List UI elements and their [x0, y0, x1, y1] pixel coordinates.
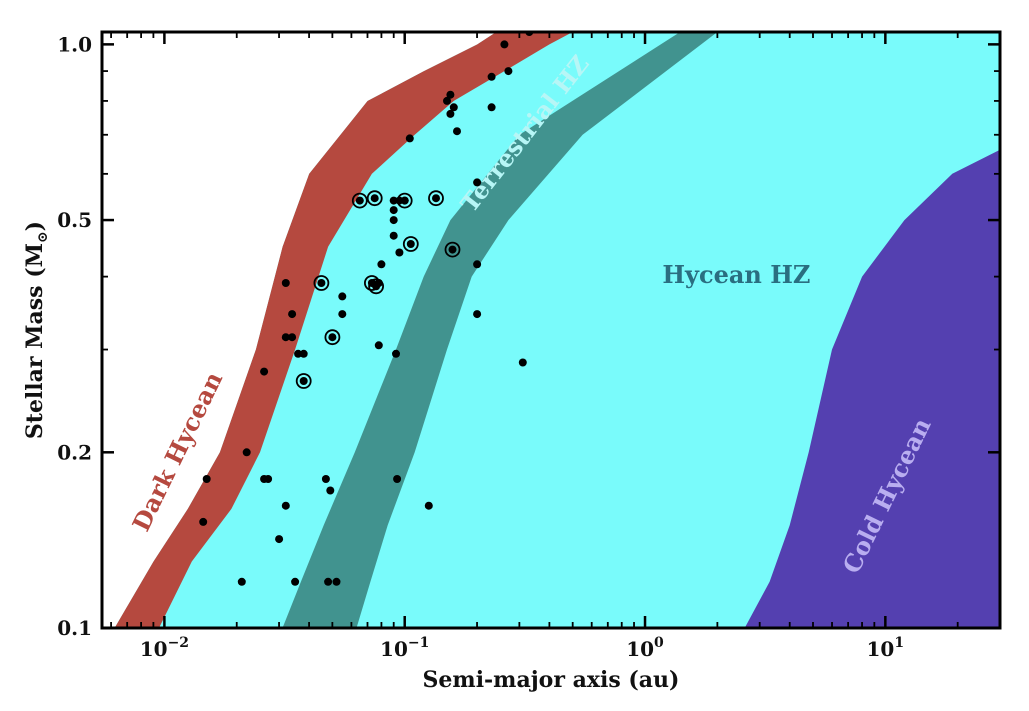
x-tick-label: 100 — [626, 635, 664, 661]
ringed-point-ring — [351, 192, 368, 209]
ringed-point-ring — [368, 278, 385, 295]
data-point — [199, 517, 208, 526]
data-point — [291, 577, 300, 586]
data-point — [326, 486, 335, 495]
data-point — [264, 475, 273, 483]
ringed-point-ring — [444, 241, 461, 258]
data-point — [395, 248, 404, 257]
data-point — [453, 127, 461, 136]
data-point — [446, 109, 455, 118]
data-point — [299, 349, 308, 358]
ringed-point-ring — [428, 190, 444, 207]
ringed-point — [432, 194, 440, 203]
data-point — [449, 103, 458, 112]
x-axis-title: Semi-major axis (au) — [423, 667, 680, 693]
y-tick-label: 1.0 — [57, 32, 92, 56]
data-point — [424, 501, 433, 510]
data-point — [392, 349, 400, 358]
tick-labels-layer: 10−2 10−1 100 101 0.1 0.2 0.5 1.0 — [57, 32, 904, 661]
data-point — [393, 475, 402, 483]
points-layer — [199, 32, 534, 586]
data-point — [374, 341, 383, 350]
data-point — [338, 292, 347, 301]
y-axis-title: Stellar Mass (M⊙) — [22, 221, 51, 439]
y-tick-label: 0.2 — [57, 440, 92, 464]
data-point — [487, 103, 496, 112]
ringed-point — [370, 194, 379, 203]
data-point — [400, 196, 409, 205]
ringed-point-ring — [402, 236, 419, 252]
ringed-point — [406, 240, 415, 248]
ringed-point-ring — [313, 275, 330, 291]
y-tick-label: 0.1 — [57, 616, 92, 640]
data-point — [504, 67, 513, 76]
data-point — [443, 96, 451, 105]
ringed-point — [328, 333, 337, 342]
data-point — [405, 134, 414, 143]
data-point — [487, 72, 496, 81]
data-point — [518, 358, 527, 367]
ringed-point-ring — [324, 329, 341, 346]
plot-frame — [100, 30, 1002, 630]
data-point — [288, 310, 297, 319]
data-point — [260, 367, 269, 376]
ringed-point — [448, 245, 457, 254]
data-point — [288, 333, 297, 342]
data-point — [473, 310, 482, 319]
ringed-point-ring — [366, 190, 383, 207]
data-point — [374, 279, 383, 287]
x-tick-label: 101 — [867, 635, 905, 661]
data-point — [389, 231, 398, 240]
data-point — [332, 577, 341, 586]
data-point — [389, 196, 398, 205]
data-point — [500, 40, 509, 49]
data-point — [294, 349, 303, 358]
ringed-point-ring — [295, 373, 312, 389]
ringed-point — [355, 196, 364, 205]
data-point — [389, 206, 398, 215]
regions-layer — [102, 32, 1000, 628]
data-point — [473, 178, 482, 187]
region-label-hycean-hz: Hycean HZ — [662, 260, 810, 289]
x-tick-label: 10−1 — [380, 635, 429, 661]
data-point — [281, 333, 290, 342]
no-hz-region — [102, 32, 497, 628]
data-point — [281, 501, 290, 510]
data-point — [321, 475, 330, 483]
data-point — [202, 475, 211, 483]
region-dark-hycean — [114, 32, 573, 628]
y-tick-label: 0.5 — [57, 208, 92, 232]
data-point — [242, 448, 251, 457]
data-point — [338, 310, 347, 319]
data-point — [389, 216, 398, 225]
ringed-point — [317, 279, 326, 287]
data-point — [446, 90, 455, 99]
data-point — [473, 260, 482, 269]
axes-frame — [100, 30, 1002, 630]
data-point — [275, 535, 284, 544]
data-point — [377, 260, 386, 269]
region-terrestrial-hz — [282, 32, 718, 628]
x-tick-label: 10−2 — [140, 635, 189, 661]
data-point — [324, 577, 333, 586]
data-point — [281, 279, 290, 287]
ringed-point — [299, 377, 308, 385]
region-cold-hycean — [744, 149, 1000, 628]
data-point — [237, 577, 246, 586]
